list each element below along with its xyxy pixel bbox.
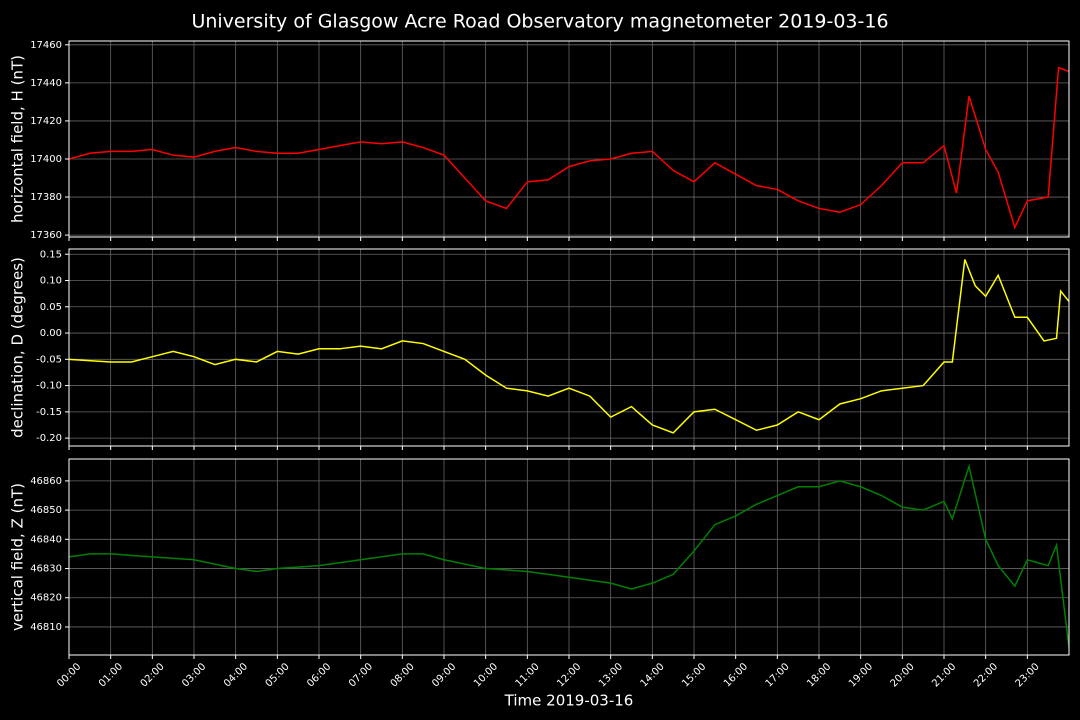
y-tick-label: -0.15	[36, 407, 62, 418]
y-tick-label: 46830	[30, 564, 62, 575]
figure-title: University of Glasgow Acre Road Observat…	[191, 11, 888, 33]
y-axis-label: declination, D (degrees)	[9, 257, 27, 438]
x-axis-label: Time 2019-03-16	[504, 692, 634, 710]
y-tick-label: 46810	[30, 622, 62, 633]
line	[69, 463, 1069, 648]
line	[69, 66, 1069, 230]
y-tick-label: 17460	[30, 40, 62, 51]
y-tick-label: 46840	[30, 534, 62, 545]
y-tick-label: 17360	[30, 230, 62, 241]
y-tick-label: 46860	[30, 476, 62, 487]
y-tick-label: 46850	[30, 505, 62, 516]
y-tick-label: 0.10	[40, 276, 62, 287]
y-tick-label: -0.10	[36, 381, 62, 392]
panel: 17360 17380 17400 17420 17440 17460horizontal…	[9, 40, 1070, 241]
y-tick-label: 0.00	[40, 328, 62, 339]
y-tick-label: 17380	[30, 192, 62, 203]
y-tick-label: 17400	[30, 154, 62, 165]
axes-frame	[68, 458, 1070, 656]
panel: -0.20 -0.15 -0.10 -0.05 0.00 0.05 0.10 0.15 decl…	[9, 248, 1070, 450]
axes-frame	[68, 40, 1070, 238]
line	[69, 259, 1069, 434]
y-tick-label: 17440	[30, 78, 62, 89]
y-axis-label: vertical field, Z (nT)	[9, 483, 27, 631]
y-tick-label: 46820	[30, 593, 62, 604]
y-tick-label: -0.20	[36, 433, 62, 444]
axes-frame	[68, 248, 1070, 447]
y-tick-label: -0.05	[36, 354, 62, 365]
y-tick-label: 17420	[30, 116, 62, 127]
y-tick-label: 0.15	[40, 249, 62, 260]
y-tick-label: 0.05	[40, 302, 62, 313]
y-axis-label: horizontal field, H (nT)	[9, 55, 27, 223]
